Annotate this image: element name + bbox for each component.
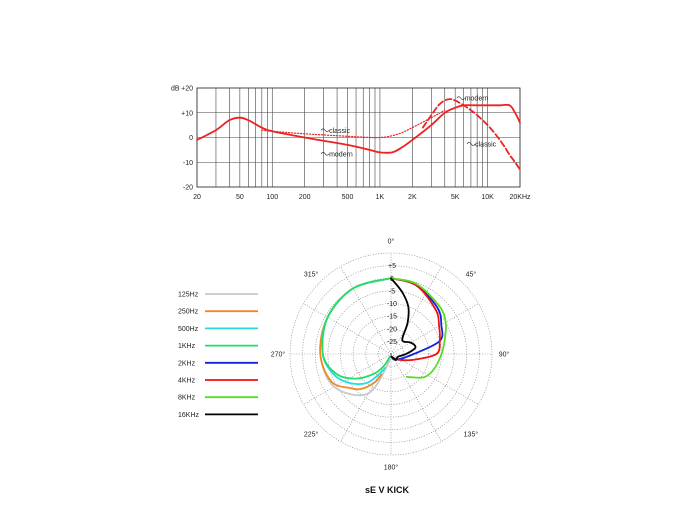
freq-x-tick-label: 100 (266, 194, 278, 201)
polar-grid-spoke (303, 353, 392, 405)
freq-y-tick-label: -20 (183, 185, 193, 192)
polar-series-8KHz (390, 277, 447, 379)
polar-angle-label: 180° (384, 464, 399, 472)
freq-x-tick-label: 1K (376, 194, 385, 201)
legend-label-250Hz: 250Hz (178, 309, 199, 316)
freq-annotation-modern: modern (329, 151, 353, 158)
freq-annotation-modern: modern (465, 96, 489, 103)
freq-x-tick-label: 2K (408, 194, 417, 201)
polar-angle-label: 45° (466, 271, 477, 279)
freq-x-tick-label: 5K (451, 194, 460, 201)
freq-x-tick-label: 20 (193, 194, 201, 201)
freq-series-modern-solid (196, 103, 521, 154)
polar-angle-label: 0° (388, 238, 395, 246)
freq-x-tick-label: 20KHz (509, 194, 531, 201)
freq-series-modern-dash (421, 98, 521, 171)
annotation-marker-icon (320, 152, 330, 156)
freq-y-tick-label: +10 (181, 110, 193, 117)
annotation-marker-icon (456, 96, 465, 100)
polar-grid-spoke (390, 353, 479, 405)
polar-angle-label: 270° (271, 351, 286, 359)
polar-grid-spoke (390, 266, 442, 355)
freq-annotation-classic: classic (475, 141, 497, 148)
freq-series-classic-dot (261, 109, 446, 139)
freq-y-axis-label: dB (171, 86, 180, 93)
freq-y-tick-label: +20 (181, 86, 193, 93)
annotation-marker-icon (466, 142, 476, 146)
polar-r-tick-label: -10 (387, 301, 397, 308)
frequency-response-chart: 20 50 100 200 500 1K 2K 5K 10K 20KHz +20 +10 0 -10 -20… (171, 86, 531, 202)
legend-label-2KHz: 2KHz (178, 360, 196, 367)
freq-x-tick-label: 10K (481, 194, 494, 201)
polar-r-tick-label: +5 (388, 263, 396, 270)
polar-r-tick-label: -5 (389, 288, 395, 295)
polar-angle-label: 135° (464, 430, 479, 438)
polar-chart-title: sE V KICK (365, 485, 410, 495)
polar-r-tick-label: -25 (387, 339, 397, 346)
polar-series-16KHz (390, 277, 417, 361)
polar-grid-circle (302, 265, 480, 443)
polar-grid-circle (289, 252, 493, 456)
polar-grid-circle (365, 328, 417, 380)
freq-y-tick-label: -10 (183, 160, 193, 167)
polar-r-tick-label: -20 (387, 326, 397, 333)
polar-series-1KHz (321, 277, 392, 380)
freq-x-tick-label: 200 (299, 194, 311, 201)
freq-x-tick-label: 50 (236, 194, 244, 201)
legend-label-4KHz: 4KHz (178, 378, 196, 385)
polar-angle-label: 225° (304, 430, 319, 438)
polar-grid-circle (352, 315, 430, 393)
legend-label-125Hz: 125Hz (178, 292, 199, 299)
legend-label-8KHz: 8KHz (178, 395, 196, 402)
freq-annotation-classic: classic (329, 128, 351, 135)
freq-y-tick-label: 0 (189, 135, 193, 142)
legend-label-1KHz: 1KHz (178, 343, 196, 350)
polar-grid-spoke (390, 353, 442, 442)
polar-r-tick-label: -15 (387, 314, 397, 321)
polar-angle-label: 90° (499, 351, 510, 359)
polar-grid-spoke (340, 266, 392, 355)
legend-label-16KHz: 16KHz (178, 412, 200, 419)
freq-plot-frame (196, 87, 521, 188)
polar-grid-circle (378, 341, 404, 367)
polar-pattern-chart: +50-5-10-15-20-250°45°90°135°180°225°270… (178, 238, 509, 496)
polar-grid-spoke (390, 303, 479, 355)
annotation-marker-icon (320, 128, 330, 133)
polar-grid-spoke (303, 303, 392, 355)
legend-label-500Hz: 500Hz (178, 326, 199, 333)
polar-grid-spoke (340, 353, 392, 442)
freq-x-tick-label: 500 (342, 194, 354, 201)
polar-series-2KHz (390, 277, 444, 361)
polar-angle-label: 315° (304, 271, 319, 279)
